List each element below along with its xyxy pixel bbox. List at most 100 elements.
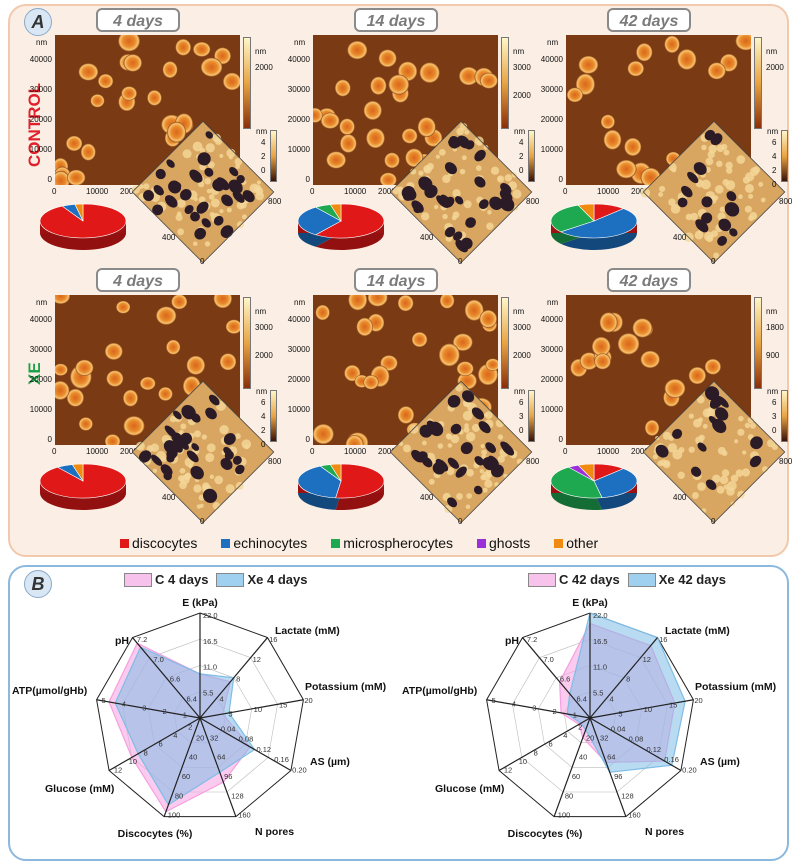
x-tick-label: 0	[563, 187, 568, 196]
membrane-pore	[221, 194, 233, 207]
membrane-pore	[450, 423, 462, 435]
membrane-pore	[184, 204, 194, 215]
radar-tick-label: 2	[188, 723, 192, 732]
legend-item: Xe 42 days	[627, 572, 726, 587]
radar-tick-label: 64	[217, 753, 225, 762]
colorbar-label: 4	[261, 138, 266, 147]
rbc-cell	[617, 333, 640, 355]
radar-axis-label: N pores	[645, 826, 684, 838]
rbc-cell	[464, 299, 484, 321]
y-tick-label: 40000	[540, 55, 563, 64]
rbc-cell	[485, 358, 498, 371]
radar-tick-label: 4	[512, 700, 516, 709]
rbc-cell	[456, 361, 474, 377]
radar-tick-label: 6.4	[186, 694, 196, 703]
legend-item-ghosts: ghosts	[477, 535, 530, 551]
y-tick-label: 10000	[287, 145, 310, 154]
membrane-pore	[709, 396, 723, 409]
afm-membrane-scan	[640, 120, 786, 264]
radar-axis-label: Lactate (mM)	[665, 625, 730, 637]
axis-unit: nm	[36, 38, 48, 47]
y-tick-label: 20000	[29, 115, 52, 124]
pie-slice	[74, 203, 84, 222]
rbc-cell	[55, 363, 68, 376]
colorbar-label: nm	[513, 307, 525, 316]
radar-axis	[589, 637, 658, 719]
rbc-cell	[688, 366, 707, 385]
rbc-cell	[417, 117, 436, 138]
membrane-pore	[501, 442, 515, 456]
day-label: 4 days	[96, 8, 180, 32]
radar-tick-label: 11.0	[593, 663, 607, 672]
day-label: 42 days	[607, 8, 691, 32]
membrane-pore	[197, 152, 211, 166]
colorbar-label: 3000	[255, 323, 273, 332]
rbc-cell	[735, 35, 751, 51]
membrane-pore	[189, 169, 203, 183]
radar-tick-label: 4	[220, 694, 224, 703]
rbc-cell	[104, 434, 121, 445]
radar-tick-label: 100	[558, 811, 571, 820]
y-tick-label: 0	[558, 435, 563, 444]
rbc-cell	[339, 118, 355, 135]
rbc-cell	[591, 336, 611, 357]
radar-axis-label: E (kPa)	[572, 597, 608, 609]
axis-unit: nm	[547, 38, 559, 47]
rbc-cell	[405, 148, 424, 168]
radar-tick-label: 16	[659, 635, 667, 644]
colorbar-label: 2000	[766, 63, 784, 72]
cell-type-pie-chart	[39, 463, 127, 510]
radar-tick-label: 5.5	[203, 688, 213, 697]
rbc-cell	[627, 60, 645, 77]
rbc-cell	[80, 143, 96, 161]
y-tick-label: 20000	[540, 375, 563, 384]
cell-type-pie-chart	[39, 203, 127, 250]
membrane-pore	[701, 212, 713, 224]
x-tick-label: 10000	[344, 447, 367, 456]
rbc-cell	[345, 434, 364, 445]
radar-tick-label: 0.20	[682, 765, 697, 774]
rbc-cell	[632, 318, 653, 338]
radar-axis-label: Discocytes (%)	[508, 828, 583, 840]
rbc-cell	[90, 94, 105, 108]
rbc-cell	[162, 61, 178, 79]
radar-tick-label: 6.6	[170, 675, 180, 684]
x-tick-label: 20000	[631, 447, 654, 456]
colorbar-label: 1800	[766, 323, 784, 332]
radar-tick-label: 5	[618, 710, 622, 719]
colorbar-large	[754, 297, 762, 389]
pie-slice	[329, 203, 342, 223]
rbc-cell	[704, 358, 722, 375]
membrane-pore	[213, 215, 224, 226]
membrane-pore	[223, 446, 233, 456]
radar-tick-label: 0.12	[646, 745, 661, 754]
membrane-pore	[428, 421, 444, 437]
radar-tick-label: 16	[269, 635, 277, 644]
colorbar-label: nm	[766, 47, 778, 56]
radar-tick-label: 8	[534, 748, 538, 757]
afm-membrane-scan	[389, 380, 533, 524]
colorbar-label: nm	[514, 127, 526, 136]
x-tick-label: 0	[310, 187, 315, 196]
radar-tick-label: 6.6	[560, 675, 570, 684]
colorbar-label: nm	[514, 387, 526, 396]
membrane-pore	[166, 454, 175, 463]
x-tick-label: 20000	[120, 447, 143, 456]
membrane-pore	[724, 202, 740, 217]
y-tick-label: 30000	[29, 345, 52, 354]
rbc-cell	[167, 121, 186, 143]
radar-outer-ring	[486, 612, 694, 818]
radar-tick-label: 60	[182, 772, 190, 781]
scan-tick-label: 0	[200, 257, 205, 266]
y-tick-label: 20000	[540, 115, 563, 124]
colorbar-label: nm	[767, 387, 779, 396]
radar-tick-label: 11.0	[203, 663, 217, 672]
radar-series-xe	[566, 612, 686, 773]
y-tick-label: 40000	[29, 315, 52, 324]
membrane-pore	[444, 162, 457, 175]
membrane-pore	[444, 226, 456, 238]
x-tick-label: 20000	[120, 187, 143, 196]
rbc-cell	[66, 169, 86, 185]
pie-slice	[550, 466, 603, 499]
y-tick-label: 20000	[287, 375, 310, 384]
